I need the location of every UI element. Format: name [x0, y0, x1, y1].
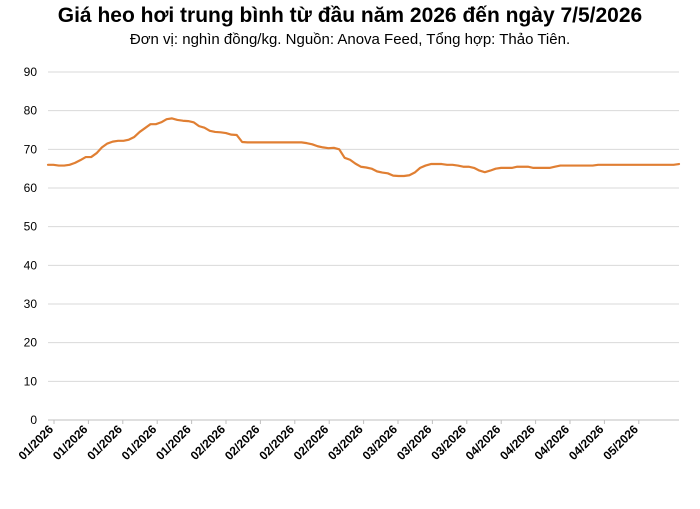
- x-tick-label: 01/2026: [50, 422, 91, 463]
- x-tick-label: 02/2026: [256, 422, 297, 463]
- x-tick-label: 01/2026: [119, 422, 160, 463]
- y-tick-label: 40: [24, 258, 38, 272]
- y-tick-label: 90: [24, 65, 38, 79]
- x-tick-label: 02/2026: [188, 422, 229, 463]
- y-tick-label: 0: [30, 413, 37, 427]
- x-tick-label: 03/2026: [394, 422, 435, 463]
- series-line: [46, 117, 681, 178]
- x-tick-label: 01/2026: [84, 422, 125, 463]
- x-tick-label: 01/2026: [16, 422, 57, 463]
- x-tick-label: 02/2026: [291, 422, 332, 463]
- x-tick-label: 01/2026: [153, 422, 194, 463]
- x-axis-ticks: 01/202601/202601/202601/202601/202602/20…: [16, 420, 641, 463]
- x-tick-label: 04/2026: [532, 422, 573, 463]
- y-tick-label: 80: [24, 104, 38, 118]
- x-tick-label: 02/2026: [222, 422, 263, 463]
- x-tick-label: 05/2026: [600, 422, 641, 463]
- y-tick-label: 10: [24, 374, 38, 388]
- y-tick-label: 50: [24, 220, 38, 234]
- y-axis-ticks: 0 10 20 30 40 50 60 70 80 90: [24, 65, 38, 427]
- y-tick-label: 20: [24, 336, 38, 350]
- x-tick-label: 04/2026: [497, 422, 538, 463]
- y-tick-label: 30: [24, 297, 38, 311]
- x-tick-label: 03/2026: [428, 422, 469, 463]
- x-tick-label: 04/2026: [463, 422, 504, 463]
- x-tick-label: 03/2026: [325, 422, 366, 463]
- chart-subtitle: Đơn vị: nghìn đồng/kg. Nguồn: Anova Feed…: [129, 31, 571, 48]
- x-tick-label: 04/2026: [566, 422, 607, 463]
- x-tick-label: 03/2026: [360, 422, 401, 463]
- y-tick-label: 60: [24, 181, 38, 195]
- series-layer: [46, 117, 681, 178]
- y-tick-label: 70: [24, 142, 38, 156]
- gridlines: [48, 71, 679, 382]
- chart-title: Giá heo hơi trung bình từ đầu năm 2026 đ…: [57, 4, 643, 27]
